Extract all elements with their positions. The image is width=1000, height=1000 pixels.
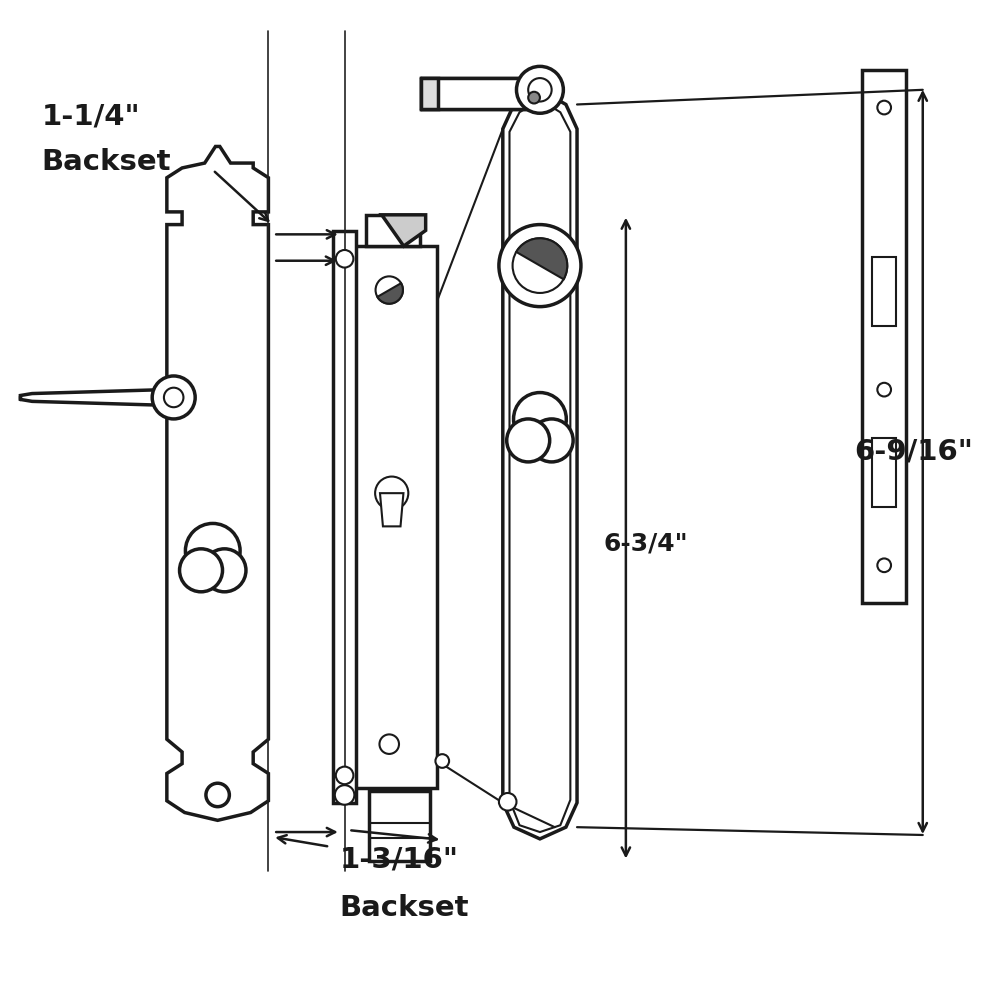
Bar bbox=[421, 78, 438, 109]
Circle shape bbox=[499, 225, 581, 307]
Circle shape bbox=[514, 393, 566, 445]
Circle shape bbox=[528, 78, 552, 102]
Text: 6-9/16": 6-9/16" bbox=[854, 437, 973, 465]
Polygon shape bbox=[380, 493, 403, 526]
Circle shape bbox=[877, 383, 891, 396]
Circle shape bbox=[206, 783, 229, 807]
Wedge shape bbox=[377, 283, 403, 304]
Text: 6-3/4": 6-3/4" bbox=[603, 532, 688, 556]
Circle shape bbox=[203, 549, 246, 592]
Circle shape bbox=[336, 767, 353, 784]
Circle shape bbox=[516, 66, 563, 113]
Circle shape bbox=[499, 793, 516, 811]
Bar bbox=[369, 791, 430, 861]
Bar bbox=[366, 215, 420, 246]
Polygon shape bbox=[509, 100, 570, 832]
Bar bbox=[872, 257, 896, 326]
Polygon shape bbox=[167, 146, 268, 820]
Polygon shape bbox=[503, 90, 577, 839]
Circle shape bbox=[375, 477, 408, 510]
Wedge shape bbox=[516, 238, 567, 279]
Bar bbox=[862, 70, 906, 603]
Circle shape bbox=[379, 734, 399, 754]
Circle shape bbox=[335, 785, 354, 805]
Circle shape bbox=[152, 376, 195, 419]
Text: Backset: Backset bbox=[340, 894, 469, 922]
Circle shape bbox=[877, 558, 891, 572]
Circle shape bbox=[877, 101, 891, 114]
Bar bbox=[872, 438, 896, 507]
Text: 1-3/16": 1-3/16" bbox=[340, 845, 459, 873]
Text: 1-1/4": 1-1/4" bbox=[42, 103, 140, 131]
Circle shape bbox=[180, 549, 223, 592]
Circle shape bbox=[528, 92, 540, 103]
Polygon shape bbox=[20, 390, 164, 405]
Circle shape bbox=[376, 276, 403, 304]
Circle shape bbox=[530, 419, 573, 462]
Circle shape bbox=[435, 754, 449, 768]
Text: Backset: Backset bbox=[42, 148, 171, 176]
Circle shape bbox=[513, 238, 567, 293]
Bar bbox=[333, 231, 356, 803]
Polygon shape bbox=[382, 215, 426, 246]
Circle shape bbox=[185, 523, 240, 578]
Bar bbox=[354, 246, 437, 788]
Circle shape bbox=[336, 250, 353, 268]
Bar bbox=[421, 78, 545, 109]
Circle shape bbox=[507, 419, 550, 462]
Circle shape bbox=[164, 388, 183, 407]
